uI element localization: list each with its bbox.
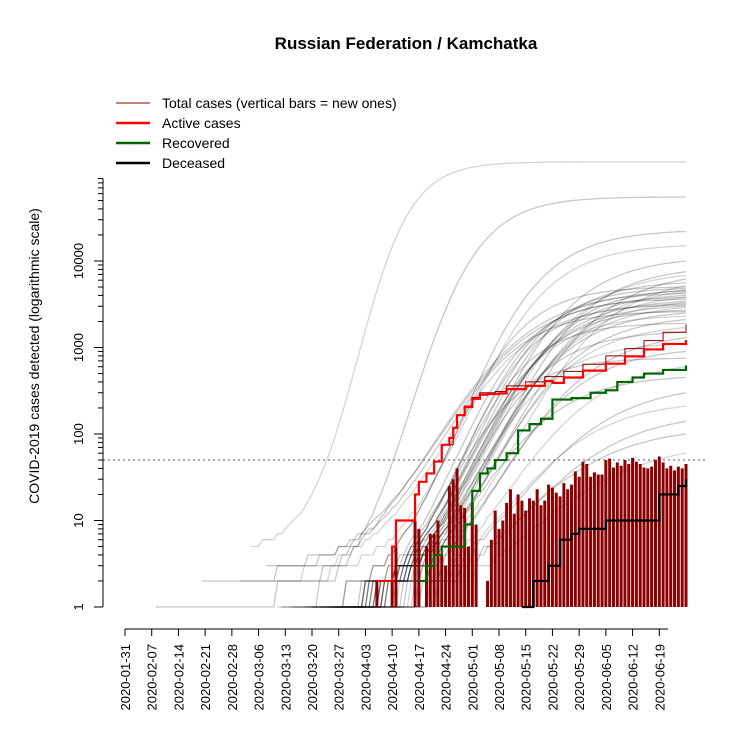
chart-title: Russian Federation / Kamchatka: [275, 34, 538, 53]
y-axis: 1 10 100 1000 10000: [71, 177, 104, 611]
x-tick-label: 2020-03-20: [305, 644, 320, 711]
main-series: [376, 324, 688, 609]
x-tick-label: 2020-04-24: [439, 644, 454, 711]
background-curve: [266, 310, 687, 567]
x-tick-label: 2020-02-21: [198, 644, 213, 711]
background-curve: [292, 230, 687, 608]
legend-label: Active cases: [162, 115, 241, 131]
y-tick-label: 10000: [71, 243, 86, 279]
background-curve: [350, 301, 687, 608]
new-cases-bars: [375, 456, 688, 607]
x-tick-label: 2020-06-12: [626, 644, 641, 711]
background-curve: [376, 350, 687, 608]
background-curve: [201, 296, 687, 582]
y-tick-label: 10: [71, 513, 86, 527]
x-tick-label: 2020-05-22: [545, 644, 560, 711]
x-tick-label: 2020-02-14: [171, 644, 186, 711]
x-axis: 2020-01-31 2020-02-07 2020-02-14 2020-02-21…: [118, 628, 668, 711]
y-tick-label: 1: [71, 603, 86, 610]
background-curve: [342, 296, 687, 608]
x-tick-label: 2020-02-07: [145, 644, 160, 711]
y-axis-label: COVID-2019 cases detected (logarithmic s…: [26, 208, 42, 504]
x-tick-label: 2020-05-29: [572, 644, 587, 711]
background-curve: [346, 331, 687, 608]
background-curve: [354, 305, 687, 608]
background-curve: [239, 303, 687, 582]
x-tick-label: 2020-06-05: [599, 644, 614, 711]
legend-label: Total cases (vertical bars = new ones): [162, 95, 397, 111]
background-curve: [155, 290, 687, 608]
x-tick-label: 2020-05-01: [465, 644, 480, 711]
background-curve: [308, 282, 687, 608]
background-curve: [342, 315, 687, 608]
legend-label: Recovered: [162, 135, 230, 151]
x-tick-label: 2020-04-10: [385, 644, 400, 711]
x-tick-label: 2020-06-19: [652, 644, 667, 711]
background-curve: [277, 286, 687, 608]
x-tick-label: 2020-03-06: [252, 644, 267, 711]
background-curve: [304, 260, 687, 608]
x-tick-label: 2020-03-27: [332, 644, 347, 711]
background-curve: [289, 274, 687, 608]
x-tick-label: 2020-03-13: [278, 644, 293, 711]
background-curve: [273, 245, 687, 582]
background-curve: [281, 196, 686, 608]
background-curve: [312, 271, 687, 608]
y-tick-label: 1000: [71, 333, 86, 362]
x-tick-label: 2020-04-03: [358, 644, 373, 711]
x-tick-label: 2020-04-17: [412, 644, 427, 711]
series-line: [376, 340, 688, 583]
series-line: [418, 365, 688, 583]
x-tick-label: 2020-02-28: [225, 644, 240, 711]
background-curve: [357, 306, 687, 608]
legend: Total cases (vertical bars = new ones) Ac…: [116, 95, 397, 171]
series-line: [521, 479, 688, 609]
background-curve: [369, 326, 687, 608]
x-tick-label: 2020-01-31: [118, 644, 133, 711]
y-tick-label: 100: [71, 423, 86, 445]
background-curve: [334, 322, 687, 608]
background-curve: [312, 298, 687, 608]
x-tick-label: 2020-05-08: [492, 644, 507, 711]
background-curve: [354, 376, 687, 608]
x-tick-label: 2020-05-15: [519, 644, 534, 711]
background-curve: [250, 161, 686, 548]
legend-label: Deceased: [162, 155, 225, 171]
